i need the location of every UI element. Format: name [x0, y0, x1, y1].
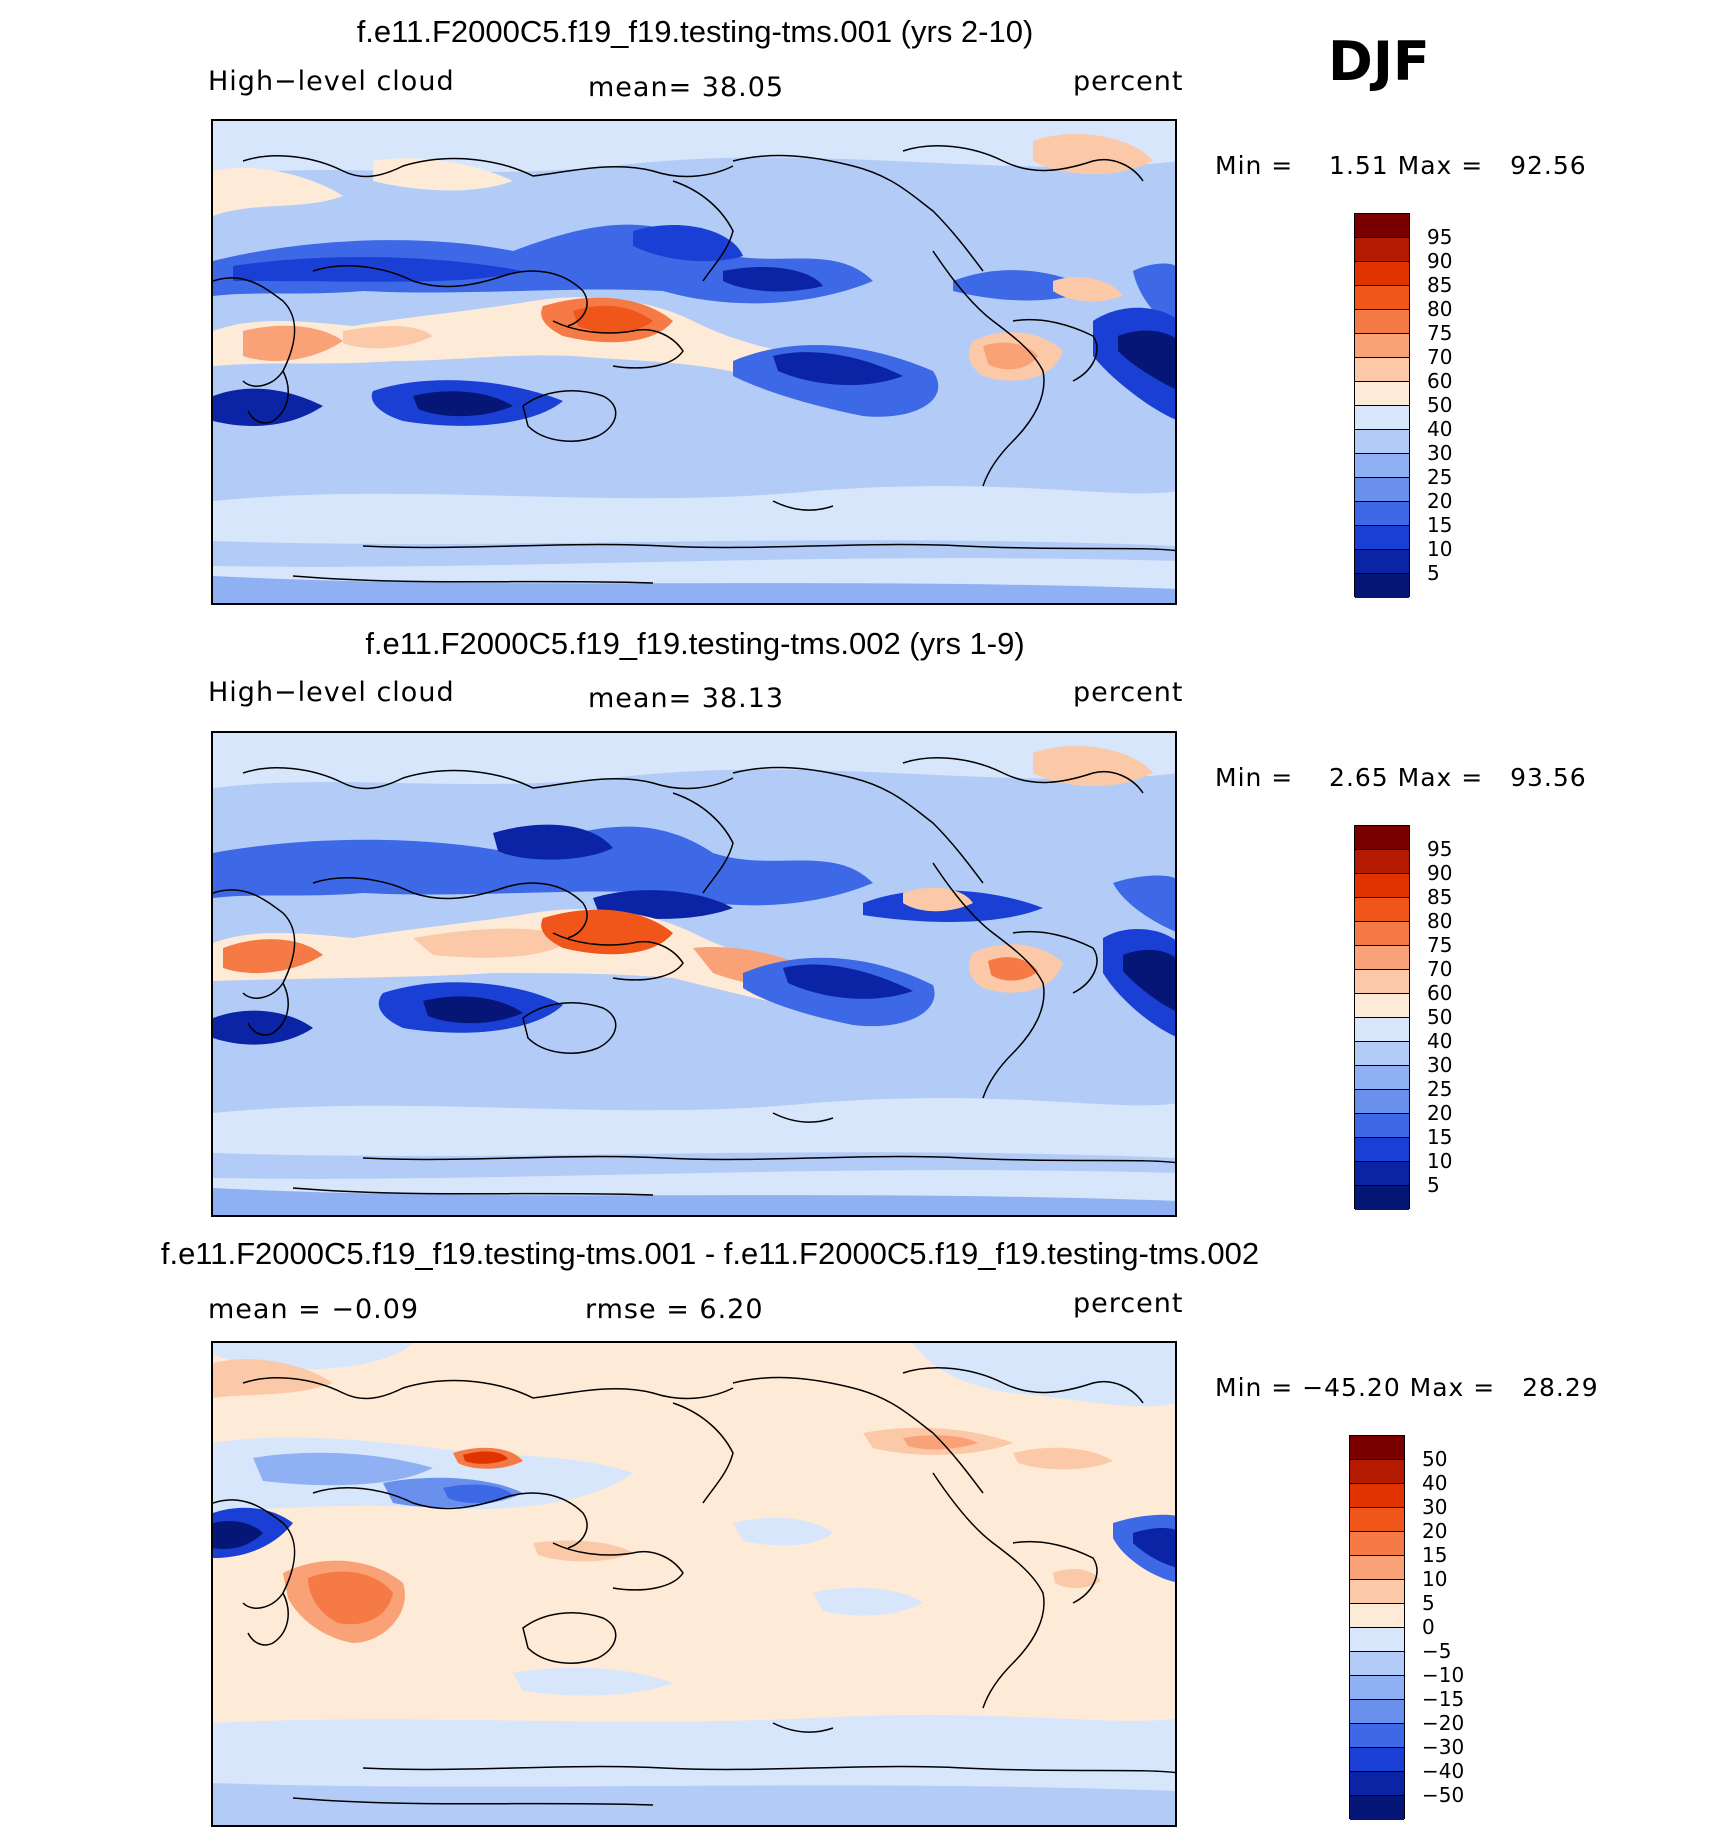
colorbar-tick-label: 50	[1422, 1447, 1448, 1471]
panel3-minmax: Min = −45.20 Max = 28.29	[1215, 1373, 1599, 1402]
colorbar-tick-label: 80	[1427, 909, 1453, 933]
colorbar-tick-label: 85	[1427, 273, 1453, 297]
colorbar-tick-label: 5	[1427, 1173, 1440, 1197]
colorbar-tick-label: 0	[1422, 1615, 1435, 1639]
panel2-map	[211, 731, 1177, 1217]
colorbar-tick-label: 30	[1427, 1053, 1453, 1077]
colorbar-tick-label: −40	[1422, 1759, 1465, 1783]
colorbar-tick-label: 60	[1427, 369, 1453, 393]
panel2-units-label: percent	[1073, 677, 1184, 708]
panel3-colorbar	[1349, 1435, 1405, 1820]
colorbar-tick-label: 95	[1427, 837, 1453, 861]
colorbar-tick-label: 50	[1427, 1005, 1453, 1029]
colorbar-tick-label: 40	[1427, 1029, 1453, 1053]
colorbar-tick-label: 10	[1422, 1567, 1448, 1591]
season-label: DJF	[1328, 30, 1430, 93]
colorbar-tick-label: 70	[1427, 345, 1453, 369]
panel2-minmax: Min = 2.65 Max = 93.56	[1215, 763, 1587, 792]
colorbar-tick-label: 70	[1427, 957, 1453, 981]
colorbar-tick-label: 75	[1427, 933, 1453, 957]
colorbar-tick-label: 30	[1422, 1495, 1448, 1519]
colorbar-tick-label: 40	[1427, 417, 1453, 441]
colorbar-tick-label: 85	[1427, 885, 1453, 909]
colorbar-tick-label: 50	[1427, 393, 1453, 417]
colorbar-tick-label: 25	[1427, 465, 1453, 489]
colorbar-tick-label: −30	[1422, 1735, 1465, 1759]
colorbar-tick-label: 25	[1427, 1077, 1453, 1101]
colorbar-tick-label: 40	[1422, 1471, 1448, 1495]
colorbar-tick-label: 15	[1427, 1125, 1453, 1149]
panel3-mean-label: mean = −0.09	[208, 1294, 420, 1325]
panel2-variable-label: High−level cloud	[208, 677, 455, 708]
colorbar-tick-label: −15	[1422, 1687, 1465, 1711]
panel1-variable-label: High−level cloud	[208, 66, 455, 97]
panel2-colorbar	[1354, 825, 1410, 1210]
colorbar-tick-label: 15	[1422, 1543, 1448, 1567]
colorbar-tick-label: −10	[1422, 1663, 1465, 1687]
colorbar-tick-label: 90	[1427, 249, 1453, 273]
colorbar-tick-label: 20	[1427, 1101, 1453, 1125]
colorbar-tick-label: 30	[1427, 441, 1453, 465]
panel3-map	[211, 1341, 1177, 1827]
panel3-rmse-label: rmse = 6.20	[585, 1294, 764, 1325]
colorbar-tick-label: 80	[1427, 297, 1453, 321]
colorbar-tick-label: −5	[1422, 1639, 1452, 1663]
colorbar-tick-label: −20	[1422, 1711, 1465, 1735]
colorbar-tick-label: 20	[1427, 489, 1453, 513]
panel2-mean-label: mean= 38.13	[588, 683, 785, 714]
panel3-units-label: percent	[1073, 1288, 1184, 1319]
panel1-minmax: Min = 1.51 Max = 92.56	[1215, 151, 1587, 180]
panel1-colorbar	[1354, 213, 1410, 598]
colorbar-tick-label: −50	[1422, 1783, 1465, 1807]
panel1-units-label: percent	[1073, 66, 1184, 97]
colorbar-tick-label: 10	[1427, 537, 1453, 561]
colorbar-tick-label: 60	[1427, 981, 1453, 1005]
colorbar-tick-label: 20	[1422, 1519, 1448, 1543]
panel1-mean-label: mean= 38.05	[588, 72, 785, 103]
panel1-title: f.e11.F2000C5.f19_f19.testing-tms.001 (y…	[356, 14, 1034, 49]
panel3-title: f.e11.F2000C5.f19_f19.testing-tms.001 - …	[160, 1236, 1260, 1271]
panel1-map	[211, 119, 1177, 605]
colorbar-tick-label: 95	[1427, 225, 1453, 249]
colorbar-tick-label: 10	[1427, 1149, 1453, 1173]
colorbar-tick-label: 15	[1427, 513, 1453, 537]
colorbar-tick-label: 90	[1427, 861, 1453, 885]
colorbar-tick-label: 75	[1427, 321, 1453, 345]
colorbar-tick-label: 5	[1427, 561, 1440, 585]
colorbar-tick-label: 5	[1422, 1591, 1435, 1615]
panel2-title: f.e11.F2000C5.f19_f19.testing-tms.002 (y…	[365, 626, 1025, 661]
